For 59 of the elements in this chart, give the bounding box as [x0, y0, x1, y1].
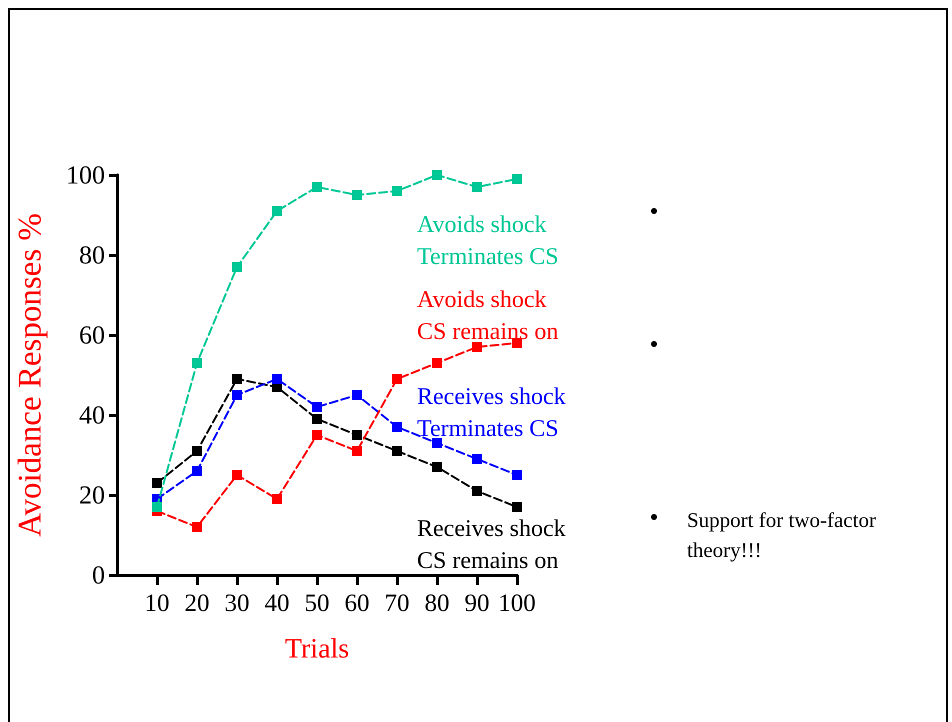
point — [232, 374, 242, 384]
series-label: Avoids shock CS remains on — [417, 286, 558, 347]
point — [512, 174, 522, 184]
point — [432, 170, 442, 180]
point — [312, 402, 322, 412]
point — [432, 358, 442, 368]
point — [512, 470, 522, 480]
point — [192, 446, 202, 456]
point — [472, 342, 482, 352]
point — [512, 502, 522, 512]
point — [192, 358, 202, 368]
point — [392, 186, 402, 196]
point — [312, 430, 322, 440]
point — [472, 182, 482, 192]
point — [432, 462, 442, 472]
point — [152, 502, 162, 512]
point — [192, 466, 202, 476]
x-axis-title: Trials — [284, 634, 350, 664]
y-tick-label: 60 — [79, 320, 105, 350]
x-tick-label: 50 — [304, 590, 330, 617]
point — [352, 390, 362, 400]
point — [352, 190, 362, 200]
point — [272, 206, 282, 216]
point — [472, 486, 482, 496]
y-tick-label: 20 — [79, 480, 105, 510]
point — [392, 422, 402, 432]
x-tick-label: 100 — [498, 590, 536, 617]
x-tick-label: 10 — [144, 590, 170, 617]
point — [232, 470, 242, 480]
x-tick-label: 30 — [224, 590, 250, 617]
x-tick-label: 90 — [464, 590, 490, 617]
x-tick-label: 70 — [384, 590, 410, 617]
point — [272, 374, 282, 384]
y-axis-title: Avoidance Responses % — [12, 213, 48, 537]
point — [472, 454, 482, 464]
x-tick-label: 20 — [184, 590, 210, 617]
point — [392, 374, 402, 384]
point — [232, 390, 242, 400]
series-label: Avoids shock Terminates CS — [417, 211, 559, 272]
x-tick-label: 40 — [264, 590, 290, 617]
point — [272, 494, 282, 504]
point — [352, 446, 362, 456]
series-label: Receives shock Terminates CS — [417, 383, 566, 444]
point — [192, 522, 202, 532]
point — [352, 430, 362, 440]
text: Support for two-factor theory!!! — [687, 507, 877, 564]
y-tick-label: 40 — [79, 400, 105, 430]
point — [152, 478, 162, 488]
point — [312, 414, 322, 424]
y-tick-label: 80 — [79, 240, 105, 270]
y-tick-label: 0 — [92, 560, 105, 590]
x-tick-label: 80 — [424, 590, 450, 617]
point — [232, 262, 242, 272]
y-tick-label: 100 — [66, 160, 105, 190]
point — [392, 446, 402, 456]
point — [432, 438, 442, 448]
x-tick-label: 60 — [344, 590, 370, 617]
series-label: Receives shock CS remains on — [417, 515, 566, 576]
point — [312, 182, 322, 192]
